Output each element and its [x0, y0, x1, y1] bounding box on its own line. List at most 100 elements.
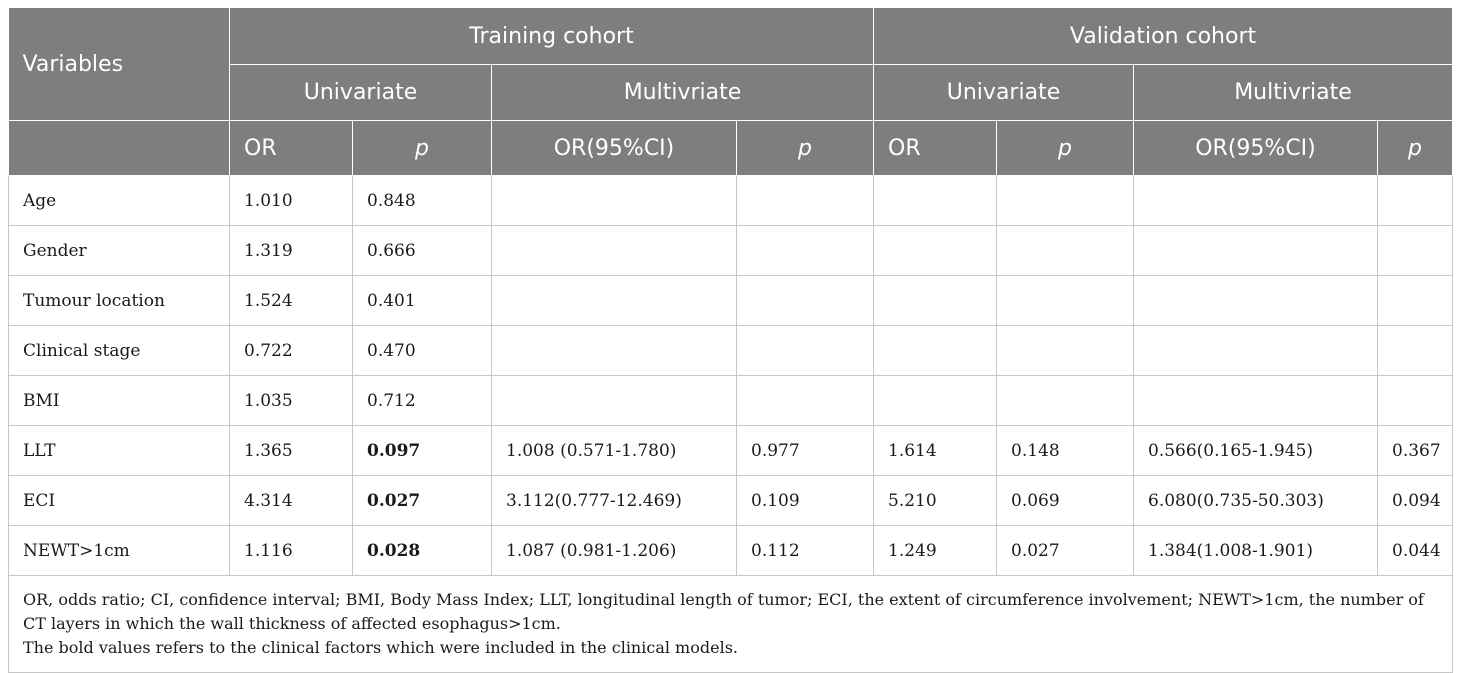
- table-row: NEWT>1cm 1.116 0.028 1.087 (0.981-1.206)…: [8, 525, 1454, 576]
- cell-variable: LLT: [8, 425, 230, 476]
- cell-training-multi-p: 0.112: [736, 525, 874, 576]
- cell-validation-or: 5.210: [873, 475, 997, 526]
- cell-validation-p: [996, 375, 1134, 426]
- header-validation-multi-p: p: [1377, 120, 1454, 176]
- cell-validation-multi-p: 0.094: [1376, 475, 1454, 526]
- footnote-abbreviations: OR, odds ratio; CI, confidence interval;…: [23, 590, 1424, 633]
- cell-training-p: 0.666: [352, 225, 492, 276]
- table-row: ECI 4.314 0.027 3.112(0.777-12.469) 0.10…: [8, 475, 1454, 526]
- cell-training-or-ci: [491, 175, 737, 226]
- cell-training-or: 1.010: [229, 175, 353, 226]
- cell-training-p: 0.097: [352, 425, 492, 476]
- cell-training-p: 0.401: [352, 275, 492, 326]
- footnote-cell: OR, odds ratio; CI, confidence interval;…: [7, 575, 1454, 673]
- cell-training-or-ci: 1.008 (0.571-1.780): [491, 425, 737, 476]
- header-training-multivariate: Multivriate: [491, 64, 874, 121]
- header-validation-cohort: Validation cohort: [873, 8, 1454, 65]
- cell-training-p: 0.027: [352, 475, 492, 526]
- cell-validation-p: 0.069: [996, 475, 1134, 526]
- cell-validation-or-ci: [1133, 175, 1378, 226]
- cell-training-multi-p: [736, 275, 874, 326]
- cell-training-or: 1.116: [229, 525, 353, 576]
- header-validation-or: OR: [873, 120, 997, 176]
- cell-variable: Tumour location: [8, 275, 230, 326]
- cell-training-or: 4.314: [229, 475, 353, 526]
- cell-validation-or: [873, 275, 997, 326]
- cell-validation-p: [996, 325, 1134, 376]
- cell-training-or: 1.319: [229, 225, 353, 276]
- footnote-bold-note: The bold values refers to the clinical f…: [23, 638, 738, 657]
- cell-training-multi-p: 0.109: [736, 475, 874, 526]
- table-row: Gender 1.319 0.666: [8, 225, 1454, 276]
- cell-variable: ECI: [8, 475, 230, 526]
- cell-validation-multi-p: 0.044: [1376, 525, 1454, 576]
- cell-training-or-ci: [491, 225, 737, 276]
- header-variables: Variables: [8, 8, 230, 121]
- cell-validation-or-ci: 1.384(1.008-1.901): [1133, 525, 1378, 576]
- header-validation-multivariate: Multivriate: [1133, 64, 1454, 121]
- cell-validation-or-ci: 0.566(0.165-1.945): [1133, 425, 1378, 476]
- cell-training-p: 0.028: [352, 525, 492, 576]
- cell-training-or-ci: [491, 325, 737, 376]
- header-training-univariate: Univariate: [229, 64, 492, 121]
- table-row: Tumour location 1.524 0.401: [8, 275, 1454, 326]
- header-training-p: p: [352, 120, 492, 176]
- cell-validation-or-ci: [1133, 375, 1378, 426]
- cell-validation-p: [996, 225, 1134, 276]
- cell-variable: Gender: [8, 225, 230, 276]
- cell-training-multi-p: 0.977: [736, 425, 874, 476]
- cell-validation-multi-p: [1376, 325, 1454, 376]
- table-header: Variables Training cohort Validation coh…: [8, 8, 1454, 176]
- header-training-multi-p: p: [736, 120, 874, 176]
- cell-training-multi-p: [736, 175, 874, 226]
- header-spacer: [8, 120, 230, 176]
- cell-validation-or-ci: [1133, 325, 1378, 376]
- header-validation-univariate: Univariate: [873, 64, 1134, 121]
- cell-training-multi-p: [736, 375, 874, 426]
- cell-validation-or-ci: 6.080(0.735-50.303): [1133, 475, 1378, 526]
- cell-validation-p: [996, 175, 1134, 226]
- cell-variable: Clinical stage: [8, 325, 230, 376]
- cell-training-p: 0.470: [352, 325, 492, 376]
- table-row: Age 1.010 0.848: [8, 175, 1454, 226]
- regression-table: Variables Training cohort Validation coh…: [7, 8, 1454, 673]
- table-row: Clinical stage 0.722 0.470: [8, 325, 1454, 376]
- table-row: LLT 1.365 0.097 1.008 (0.571-1.780) 0.97…: [8, 425, 1454, 476]
- cell-training-or: 1.365: [229, 425, 353, 476]
- cell-training-multi-p: [736, 325, 874, 376]
- cell-validation-p: 0.148: [996, 425, 1134, 476]
- cell-training-p: 0.712: [352, 375, 492, 426]
- table-row: BMI 1.035 0.712: [8, 375, 1454, 426]
- cell-variable: BMI: [8, 375, 230, 426]
- header-training-cohort: Training cohort: [229, 8, 874, 65]
- cell-validation-p: 0.027: [996, 525, 1134, 576]
- cell-validation-multi-p: [1376, 175, 1454, 226]
- cell-training-p: 0.848: [352, 175, 492, 226]
- cell-variable: Age: [8, 175, 230, 226]
- cell-validation-or: [873, 225, 997, 276]
- cell-training-or: 1.035: [229, 375, 353, 426]
- results-table-container: Variables Training cohort Validation coh…: [7, 8, 1454, 673]
- header-training-or-ci: OR(95%CI): [491, 120, 737, 176]
- cell-variable: NEWT>1cm: [8, 525, 230, 576]
- cell-training-or: 1.524: [229, 275, 353, 326]
- cell-validation-multi-p: [1376, 375, 1454, 426]
- header-training-or: OR: [229, 120, 353, 176]
- cell-training-multi-p: [736, 225, 874, 276]
- cell-validation-or-ci: [1133, 275, 1378, 326]
- cell-validation-or: 1.614: [873, 425, 997, 476]
- table-body: Age 1.010 0.848 Gender 1.319 0.666 Tumou…: [8, 175, 1454, 576]
- cell-validation-or: [873, 375, 997, 426]
- cell-training-or-ci: [491, 375, 737, 426]
- cell-training-or-ci: 1.087 (0.981-1.206): [491, 525, 737, 576]
- header-validation-p: p: [996, 120, 1134, 176]
- header-validation-or-ci: OR(95%CI): [1133, 120, 1378, 176]
- cell-validation-multi-p: [1376, 275, 1454, 326]
- cell-training-or-ci: 3.112(0.777-12.469): [491, 475, 737, 526]
- cell-validation-or: 1.249: [873, 525, 997, 576]
- cell-validation-p: [996, 275, 1134, 326]
- cell-validation-multi-p: [1376, 225, 1454, 276]
- cell-validation-multi-p: 0.367: [1376, 425, 1454, 476]
- table-footnote: OR, odds ratio; CI, confidence interval;…: [7, 575, 1454, 673]
- cell-training-or: 0.722: [229, 325, 353, 376]
